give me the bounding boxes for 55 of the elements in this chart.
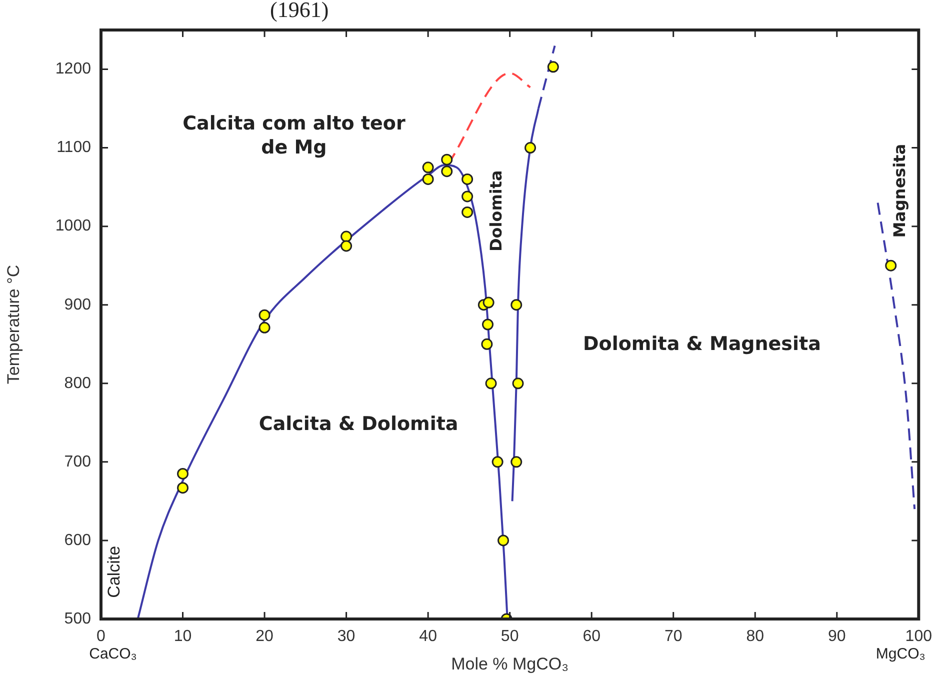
x-axis-title: Mole % MgCO₃ (451, 654, 569, 674)
y-tick-label: 500 (64, 610, 92, 628)
y-tick-label: 700 (64, 453, 92, 470)
y-tick-label: 1100 (56, 139, 92, 156)
x-tick-label: 60 (582, 628, 601, 646)
point (340, 240, 352, 252)
annotation: Dolomita (486, 170, 506, 252)
point (885, 260, 897, 272)
point (481, 338, 493, 350)
point (441, 154, 453, 166)
point (258, 309, 270, 321)
point (462, 190, 474, 202)
annotation: Magnesita (890, 144, 909, 238)
annotation: Dolomita & Magnesita (583, 333, 821, 356)
x-tick-label: 70 (664, 628, 682, 646)
point (547, 61, 559, 73)
annotation: Calcite (104, 546, 124, 598)
y-tick-label: 900 (64, 296, 92, 314)
text: (1961) (270, 0, 329, 22)
point (462, 173, 474, 185)
x-tick-label: 80 (746, 628, 764, 646)
x-tick-label: 0 (96, 628, 106, 646)
point (258, 322, 270, 334)
y-axis-title: Temperature °C (4, 264, 23, 384)
annotation: Calcita & Dolomita (258, 413, 458, 436)
point (510, 456, 522, 468)
y-tick-label: 1200 (55, 60, 92, 78)
x-tick-label: 40 (419, 628, 438, 646)
point (524, 142, 536, 154)
point (492, 456, 504, 468)
point (422, 173, 434, 185)
point (482, 318, 494, 330)
point (340, 230, 352, 242)
x-tick-label: 90 (828, 628, 846, 646)
y-tick-label: 800 (64, 374, 92, 392)
text: CaCO₃ (89, 646, 137, 663)
point (441, 166, 453, 178)
y-tick-label: 600 (64, 532, 92, 549)
point (482, 296, 494, 308)
point (422, 162, 434, 174)
y-tick-label: 1000 (55, 218, 92, 235)
x-tick-label: 10 (174, 628, 192, 646)
point (498, 534, 510, 546)
point (462, 206, 474, 218)
point (510, 299, 522, 311)
x-tick-label: 30 (337, 628, 356, 646)
x-tick-label: 20 (256, 628, 274, 646)
point (485, 378, 497, 390)
x-tick-label: 100 (905, 628, 932, 646)
point (177, 468, 189, 480)
point (177, 482, 189, 494)
x-tick-label: 50 (500, 628, 519, 646)
point (512, 378, 524, 390)
annotation: Calcita com alto teor de Mg (182, 112, 406, 159)
text: MgCO₃ (876, 646, 926, 663)
